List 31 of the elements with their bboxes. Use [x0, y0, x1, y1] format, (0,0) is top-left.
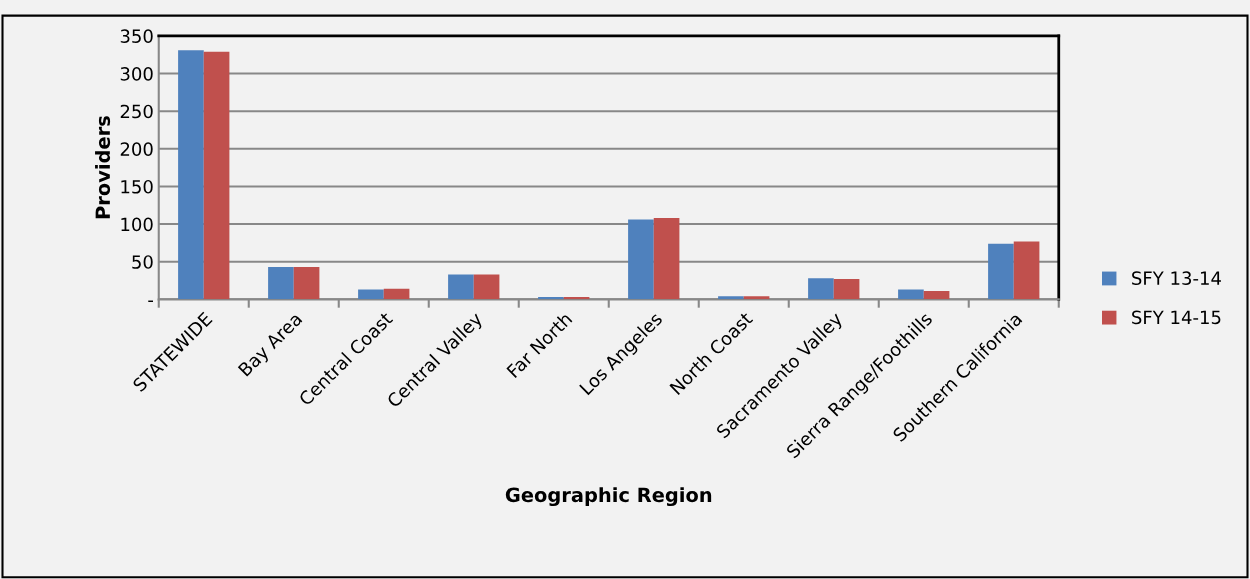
x-axis-title: Geographic Region: [505, 487, 712, 507]
bar: [718, 296, 744, 300]
bar: [383, 288, 410, 300]
bar: [268, 266, 294, 300]
bar: [293, 266, 320, 300]
bar: [833, 279, 860, 300]
y-axis-title: Providers: [95, 116, 111, 219]
bar: [898, 289, 924, 300]
bar: [448, 274, 474, 300]
y-tick-label: -: [148, 300, 154, 302]
y-tick-label: 300: [120, 66, 153, 81]
bar: [538, 297, 564, 300]
bar: [1013, 241, 1040, 300]
bar: [923, 291, 950, 300]
bar: [808, 278, 834, 300]
legend-label: SFY 13-14: [1132, 271, 1221, 286]
y-tick-label: 250: [120, 104, 153, 119]
y-tick-label: 150: [121, 179, 153, 194]
bar: [653, 218, 680, 300]
bar: [473, 274, 500, 300]
bar: [743, 296, 770, 300]
y-tick-label: 100: [121, 217, 153, 232]
bar: [988, 243, 1014, 300]
bar: [628, 219, 654, 300]
bar: [358, 289, 384, 300]
y-tick-label: 200: [120, 142, 153, 156]
bar: [178, 50, 204, 300]
bar: [203, 51, 230, 300]
legend-label: SFY 14-15: [1132, 310, 1221, 325]
y-tick-label: 350: [120, 29, 153, 44]
y-tick-label: 50: [132, 255, 153, 269]
